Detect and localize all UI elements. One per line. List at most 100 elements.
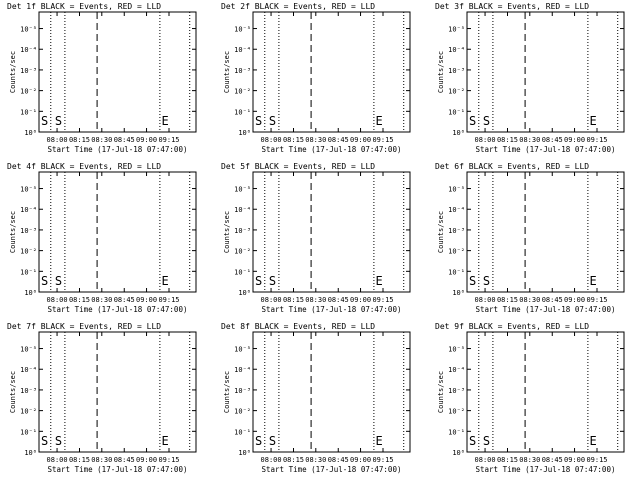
y-tick-label: 10⁻³ — [20, 227, 37, 235]
y-tick-label: 10⁰ — [24, 449, 37, 457]
x-axis-label: Start Time (17-Jul-18 07:47:00) — [476, 465, 616, 474]
y-tick-label: 10⁻² — [20, 248, 37, 256]
end-marker-label: E — [375, 434, 382, 448]
x-axis-label: Start Time (17-Jul-18 07:47:00) — [262, 465, 402, 474]
y-tick-label: 10⁻² — [234, 248, 251, 256]
end-marker-label: E — [589, 274, 596, 288]
plot-frame — [466, 171, 625, 293]
detector-panel: Det 1f BLACK = Events, RED = LLD 10⁰ 10⁻¹ 1… — [7, 2, 197, 154]
x-tick-label: 08:15 — [283, 296, 304, 304]
detector-panel: Det 6f BLACK = Events, RED = LLD 10⁰ 10⁻¹ 1… — [435, 162, 625, 314]
y-tick-label: 10⁻⁴ — [20, 46, 37, 54]
x-tick-label: 08:30 — [519, 456, 540, 464]
y-tick-label: 10⁰ — [238, 129, 251, 137]
start-marker-label: S — [255, 114, 262, 128]
y-tick-label: 10⁻⁵ — [20, 346, 37, 354]
x-tick-label: 08:45 — [328, 136, 349, 144]
panel-title: Det 9f BLACK = Events, RED = LLD — [435, 322, 589, 331]
start-marker-label: S — [469, 274, 476, 288]
x-tick-label: 08:30 — [91, 456, 112, 464]
y-tick-label: 10⁻¹ — [234, 428, 251, 436]
end-marker-label: E — [161, 274, 168, 288]
y-tick-label: 10⁻⁵ — [20, 186, 37, 194]
start-marker-label: S — [255, 274, 262, 288]
detector-panel: Det 9f BLACK = Events, RED = LLD 10⁰ 10⁻¹ 1… — [435, 322, 625, 474]
y-axis-label: Counts/sec — [9, 211, 17, 253]
y-tick-label: 10⁻³ — [234, 387, 251, 395]
start-marker-label: S — [41, 274, 48, 288]
y-axis-label: Counts/sec — [223, 211, 231, 253]
end-marker-label: E — [375, 114, 382, 128]
x-tick-label: 09:00 — [136, 296, 157, 304]
x-tick-label: 08:45 — [542, 456, 563, 464]
plot-frame — [252, 11, 411, 133]
x-tick-label: 09:15 — [372, 456, 393, 464]
y-tick-label: 10⁻² — [234, 408, 251, 416]
x-tick-label: 09:15 — [158, 296, 179, 304]
y-axis-label: Counts/sec — [437, 371, 445, 413]
plot-frame — [466, 331, 625, 453]
x-tick-label: 08:30 — [91, 136, 112, 144]
x-tick-label: 08:45 — [542, 296, 563, 304]
start-marker-label: S — [483, 274, 490, 288]
x-tick-label: 08:15 — [497, 136, 518, 144]
y-tick-label: 10⁻⁴ — [234, 366, 251, 374]
x-tick-label: 09:15 — [586, 136, 607, 144]
plot-frame — [252, 171, 411, 293]
panel-title: Det 1f BLACK = Events, RED = LLD — [7, 2, 161, 11]
x-tick-label: 08:30 — [305, 456, 326, 464]
end-marker-label: E — [161, 114, 168, 128]
x-tick-label: 08:00 — [475, 296, 496, 304]
y-tick-label: 10⁰ — [24, 129, 37, 137]
y-tick-label: 10⁰ — [24, 289, 37, 297]
x-tick-label: 09:15 — [158, 456, 179, 464]
y-tick-label: 10⁰ — [238, 449, 251, 457]
x-tick-label: 08:45 — [114, 456, 135, 464]
x-axis-label: Start Time (17-Jul-18 07:47:00) — [476, 305, 616, 314]
x-tick-label: 08:00 — [261, 296, 282, 304]
x-tick-label: 08:00 — [47, 456, 68, 464]
y-tick-label: 10⁻¹ — [20, 108, 37, 116]
x-tick-label: 09:15 — [372, 296, 393, 304]
x-tick-label: 08:15 — [283, 136, 304, 144]
x-tick-label: 08:00 — [475, 456, 496, 464]
start-marker-label: S — [55, 274, 62, 288]
y-tick-label: 10⁻⁴ — [234, 206, 251, 214]
x-tick-label: 09:15 — [372, 136, 393, 144]
x-tick-label: 09:00 — [350, 136, 371, 144]
x-tick-label: 09:00 — [564, 456, 585, 464]
start-marker-label: S — [269, 434, 276, 448]
y-axis-label: Counts/sec — [223, 51, 231, 93]
x-tick-label: 08:45 — [328, 456, 349, 464]
y-tick-label: 10⁻³ — [20, 67, 37, 75]
x-tick-label: 08:30 — [305, 296, 326, 304]
x-tick-label: 08:15 — [497, 296, 518, 304]
detector-panel: Det 7f BLACK = Events, RED = LLD 10⁰ 10⁻¹ 1… — [7, 322, 197, 474]
panel-title: Det 3f BLACK = Events, RED = LLD — [435, 2, 589, 11]
y-tick-label: 10⁻³ — [448, 67, 465, 75]
y-tick-label: 10⁻² — [20, 408, 37, 416]
x-tick-label: 08:30 — [519, 296, 540, 304]
y-axis-label: Counts/sec — [437, 211, 445, 253]
plot-frame — [38, 331, 197, 453]
x-tick-label: 08:30 — [519, 136, 540, 144]
x-axis-label: Start Time (17-Jul-18 07:47:00) — [476, 145, 616, 154]
y-tick-label: 10⁻⁴ — [448, 46, 465, 54]
plot-frame — [252, 331, 411, 453]
y-tick-label: 10⁻⁵ — [448, 186, 465, 194]
y-tick-label: 10⁻⁴ — [448, 206, 465, 214]
x-tick-label: 09:00 — [136, 456, 157, 464]
x-tick-label: 08:15 — [69, 296, 90, 304]
x-tick-label: 09:00 — [136, 136, 157, 144]
panel-title: Det 6f BLACK = Events, RED = LLD — [435, 162, 589, 171]
x-tick-label: 09:00 — [350, 456, 371, 464]
y-tick-label: 10⁻⁵ — [448, 26, 465, 34]
x-tick-label: 08:45 — [114, 296, 135, 304]
y-tick-label: 10⁰ — [452, 289, 465, 297]
x-tick-label: 08:45 — [114, 136, 135, 144]
detector-panel: Det 8f BLACK = Events, RED = LLD 10⁰ 10⁻¹ 1… — [221, 322, 411, 474]
detector-panel: Det 3f BLACK = Events, RED = LLD 10⁰ 10⁻¹ 1… — [435, 2, 625, 154]
y-tick-label: 10⁻⁵ — [234, 186, 251, 194]
x-tick-label: 09:00 — [350, 296, 371, 304]
